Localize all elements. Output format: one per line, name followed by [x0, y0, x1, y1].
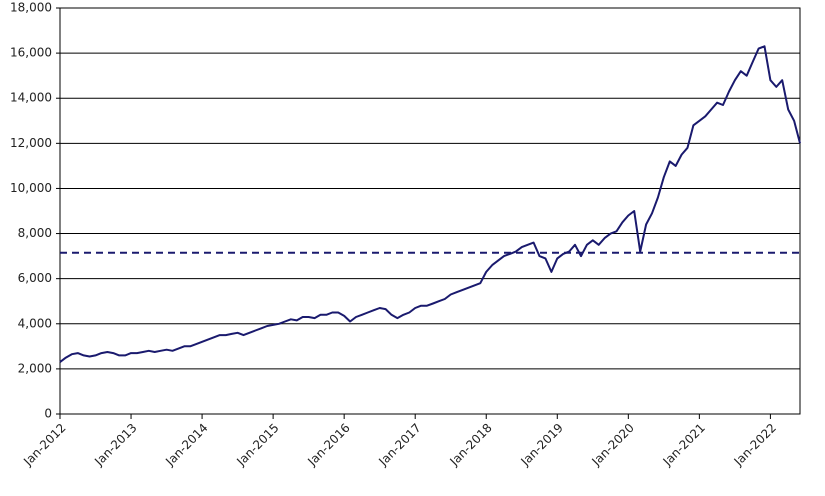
y-tick-label: 6,000: [18, 271, 52, 285]
x-tick-label: Jan-2020: [589, 421, 637, 469]
x-tick-label: Jan-2015: [233, 421, 281, 469]
y-tick-label: 18,000: [10, 1, 52, 15]
y-tick-label: 4,000: [18, 316, 52, 330]
y-tick-label: 0: [44, 407, 52, 421]
y-tick-label: 12,000: [10, 136, 52, 150]
y-tick-label: 2,000: [18, 361, 52, 375]
x-tick-label: Jan-2012: [20, 421, 68, 469]
y-tick-label: 16,000: [10, 46, 52, 60]
x-tick-label: Jan-2021: [660, 421, 708, 469]
x-tick-label: Jan-2019: [518, 421, 566, 469]
y-tick-label: 14,000: [10, 91, 52, 105]
x-tick-label: Jan-2017: [375, 421, 423, 469]
x-tick-label: Jan-2018: [446, 421, 494, 469]
plot-frame: [59, 7, 801, 415]
x-tick-label: Jan-2013: [91, 421, 139, 469]
y-tick-label: 10,000: [10, 181, 52, 195]
x-tick-label: Jan-2022: [731, 421, 779, 469]
x-tick-label: Jan-2014: [162, 421, 210, 469]
data-line: [59, 45, 801, 363]
x-tick-label: Jan-2016: [304, 421, 352, 469]
y-tick-label: 8,000: [18, 226, 52, 240]
